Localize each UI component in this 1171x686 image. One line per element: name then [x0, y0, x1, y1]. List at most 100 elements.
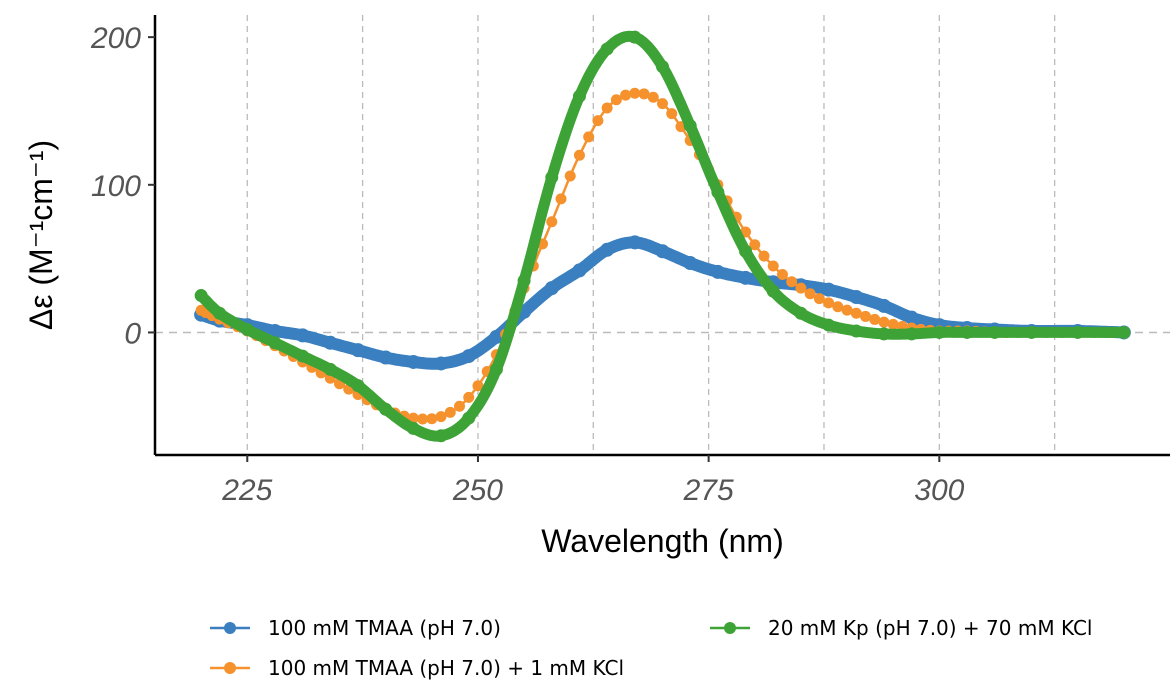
- series-layer: [194, 30, 1131, 443]
- data-point: [710, 264, 725, 279]
- data-point: [463, 391, 475, 403]
- data-point: [887, 318, 899, 330]
- data-point: [454, 400, 465, 412]
- data-point: [323, 335, 338, 350]
- data-point: [555, 193, 567, 205]
- legend-item: 100 mM TMAA (pH 7.0) + 1 mM KCl: [210, 656, 624, 680]
- x-tick-label: 250: [452, 474, 503, 507]
- data-point: [683, 119, 697, 133]
- data-point: [749, 239, 761, 251]
- data-point: [860, 310, 871, 322]
- data-point: [296, 349, 310, 363]
- data-point: [295, 328, 310, 343]
- data-point: [462, 411, 476, 425]
- data-point: [629, 87, 641, 99]
- data-point: [268, 336, 282, 350]
- data-point: [379, 402, 393, 416]
- data-point: [1117, 325, 1131, 339]
- data-point: [655, 244, 670, 259]
- series-blue: [194, 235, 1131, 371]
- data-point: [601, 102, 613, 114]
- data-point: [766, 284, 780, 298]
- data-point: [795, 282, 807, 294]
- data-point: [426, 413, 438, 425]
- data-point: [813, 293, 825, 305]
- x-axis-title: Wavelength (nm): [541, 523, 783, 559]
- data-point: [600, 42, 614, 56]
- data-point: [435, 411, 447, 423]
- data-point: [849, 290, 864, 305]
- data-point: [194, 289, 208, 303]
- legend-label: 20 mM Kp (pH 7.0) + 70 mM KCl: [768, 616, 1093, 640]
- data-point: [461, 349, 476, 364]
- grid-lines: [155, 15, 1170, 455]
- data-point: [647, 91, 659, 103]
- data-point: [657, 98, 668, 110]
- data-point: [638, 88, 650, 100]
- data-point: [823, 297, 835, 309]
- data-point: [592, 115, 604, 127]
- x-tick-label: 300: [914, 474, 964, 507]
- data-point: [932, 325, 946, 339]
- data-point: [267, 323, 282, 338]
- legend-item: 100 mM TMAA (pH 7.0): [210, 616, 501, 640]
- data-point: [544, 281, 559, 296]
- legend-label: 100 mM TMAA (pH 7.0): [268, 616, 501, 640]
- data-point: [323, 362, 337, 376]
- x-tick-label: 225: [221, 474, 272, 507]
- data-point: [378, 350, 393, 365]
- data-point: [628, 30, 642, 44]
- data-point: [572, 89, 586, 103]
- data-point: [905, 327, 919, 341]
- data-point: [627, 235, 642, 250]
- data-point: [406, 421, 420, 435]
- data-point: [804, 288, 816, 300]
- data-point: [1071, 325, 1085, 339]
- data-point: [213, 306, 227, 320]
- data-point: [849, 324, 863, 338]
- data-point: [572, 263, 587, 278]
- data-point: [472, 380, 484, 392]
- data-point: [564, 170, 576, 182]
- data-point: [739, 244, 753, 258]
- data-point: [683, 256, 698, 271]
- series-line: [195, 236, 1130, 370]
- data-point: [878, 316, 890, 328]
- data-point: [489, 362, 503, 376]
- data-point: [904, 310, 919, 325]
- legend-marker-swatch: [724, 622, 736, 634]
- data-point: [406, 354, 421, 369]
- data-point: [850, 307, 862, 319]
- data-point: [546, 216, 558, 228]
- data-point: [620, 89, 632, 101]
- data-point: [240, 322, 254, 336]
- data-point: [489, 329, 504, 344]
- data-point: [776, 269, 788, 281]
- data-point: [573, 149, 585, 161]
- data-point: [351, 343, 365, 358]
- axes: 225 250 275 300 0 100 200: [90, 15, 1170, 507]
- y-tick-label: 200: [90, 22, 141, 55]
- axis-labels: Wavelength (nm) Δε (M⁻¹cm⁻¹): [23, 140, 784, 559]
- data-point: [841, 304, 853, 316]
- data-point: [832, 301, 844, 313]
- data-point: [545, 170, 559, 184]
- data-point: [444, 406, 456, 418]
- data-point: [738, 270, 753, 285]
- data-point: [794, 306, 808, 320]
- data-point: [666, 108, 678, 120]
- legend-label: 100 mM TMAA (pH 7.0) + 1 mM KCl: [268, 656, 624, 680]
- data-point: [786, 276, 798, 288]
- data-point: [600, 242, 615, 257]
- data-point: [869, 313, 881, 325]
- data-point: [434, 429, 448, 443]
- x-tick-label: 275: [683, 474, 734, 507]
- data-point: [417, 413, 429, 425]
- data-point: [767, 260, 779, 272]
- data-point: [656, 60, 669, 74]
- data-point: [583, 131, 595, 143]
- data-point: [822, 318, 836, 332]
- series-line: [195, 30, 1130, 442]
- data-point: [1025, 325, 1039, 339]
